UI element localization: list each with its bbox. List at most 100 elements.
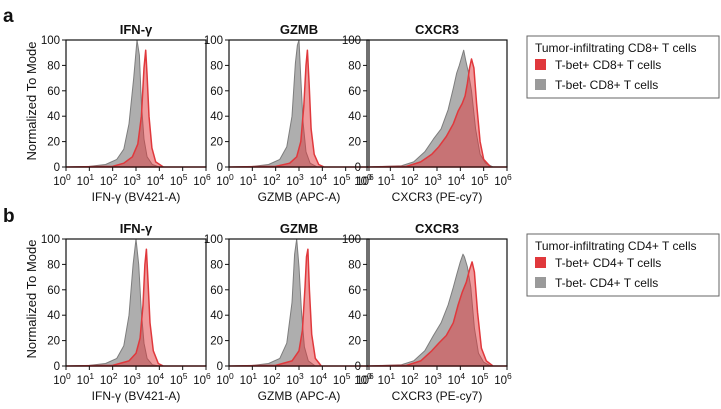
- series-area: [65, 49, 207, 168]
- histogram-b-2: GZMB 0 20 40 60 80 100 100 101 102 103 104 105 106 GZM…: [204, 221, 374, 403]
- x-tick-label: 106: [494, 371, 512, 387]
- x-tick-label: 103: [123, 371, 141, 387]
- x-tick-label: 106: [356, 371, 374, 387]
- x-tick-label: 102: [401, 371, 419, 387]
- x-tick-label: 104: [448, 172, 466, 188]
- y-tick-label: 100: [342, 234, 361, 246]
- y-tick-label: 60: [47, 86, 60, 98]
- x-tick-label: 103: [286, 172, 304, 188]
- histogram-b-3: CXCR3 0 20 40 60 80 100 100 101 102 103 104 105 106 CX…: [342, 221, 512, 403]
- legend-b: Tumor-infiltrating CD4+ T cells T-bet+ C…: [526, 233, 720, 297]
- x-tick-label: 103: [424, 172, 442, 188]
- histogram-b-1: IFN-γ 0 20 40 60 80 100 100 101 102 103 104 105 106 IF…: [41, 221, 211, 403]
- legend-label-tbet-pos: T-bet+ CD4+ T cells: [555, 256, 661, 270]
- legend-swatch-tbet-neg: [535, 79, 546, 90]
- y-tick-label: 60: [348, 285, 361, 297]
- y-tick-label: 20: [348, 137, 361, 149]
- chart-title: GZMB: [280, 221, 318, 236]
- chart-title: GZMB: [280, 22, 318, 37]
- y-tick-label: 100: [204, 234, 223, 246]
- legend-title: Tumor-infiltrating CD4+ T cells: [535, 239, 697, 253]
- panel-letter-a: a: [3, 6, 14, 27]
- x-axis-label: CXCR3 (PE-cy7): [392, 190, 483, 204]
- x-tick-label: 101: [77, 172, 95, 188]
- y-tick-label: 0: [217, 361, 223, 373]
- x-tick-label: 105: [471, 371, 489, 387]
- series-area: [366, 261, 508, 367]
- x-tick-label: 101: [378, 371, 396, 387]
- y-tick-label: 60: [210, 86, 223, 98]
- x-tick-label: 106: [193, 172, 211, 188]
- x-tick-label: 105: [333, 371, 351, 387]
- x-tick-label: 104: [448, 371, 466, 387]
- x-tick-label: 101: [77, 371, 95, 387]
- x-tick-label: 100: [216, 172, 234, 188]
- x-tick-label: 100: [216, 371, 234, 387]
- legend-swatch-tbet-neg: [535, 277, 546, 288]
- x-tick-label: 106: [356, 172, 374, 188]
- x-tick-label: 101: [378, 172, 396, 188]
- y-tick-label: 80: [210, 259, 223, 271]
- y-tick-label: 0: [54, 361, 60, 373]
- y-tick-label: 60: [47, 285, 60, 297]
- x-tick-label: 105: [170, 371, 188, 387]
- y-tick-label: 20: [210, 336, 223, 348]
- y-axis-title-b: Normalized To Mode: [24, 240, 39, 359]
- legend-label-tbet-neg: T-bet- CD8+ T cells: [555, 78, 658, 92]
- y-tick-label: 80: [348, 259, 361, 271]
- series-area: [228, 248, 370, 367]
- x-axis-label: GZMB (APC-A): [258, 389, 341, 403]
- y-tick-label: 100: [204, 35, 223, 47]
- x-tick-label: 100: [354, 172, 372, 188]
- x-tick-label: 102: [100, 172, 118, 188]
- legend-swatch-tbet-pos: [535, 257, 546, 268]
- legend-label-tbet-pos: T-bet+ CD8+ T cells: [555, 58, 661, 72]
- y-axis-title-a: Normalized To Mode: [24, 42, 39, 161]
- y-tick-label: 20: [47, 137, 60, 149]
- series-area: [65, 238, 207, 367]
- x-axis-label: IFN-γ (BV421-A): [92, 190, 181, 204]
- x-tick-label: 101: [240, 172, 258, 188]
- legend-label-tbet-neg: T-bet- CD4+ T cells: [555, 276, 658, 290]
- panel-letter-b: b: [3, 206, 15, 227]
- y-tick-label: 100: [41, 234, 60, 246]
- legend-title: Tumor-infiltrating CD8+ T cells: [535, 41, 697, 55]
- histogram-charts: IFN-γ 0 20 40 60 80 100 100 101 102 103 104 105 106 IF…: [41, 22, 512, 403]
- x-tick-label: 100: [53, 172, 71, 188]
- histogram-a-1: IFN-γ 0 20 40 60 80 100 100 101 102 103 104 105 106 IF…: [41, 22, 211, 204]
- x-tick-label: 106: [494, 172, 512, 188]
- y-tick-label: 40: [47, 310, 60, 322]
- y-tick-label: 40: [348, 111, 361, 123]
- chart-title: IFN-γ: [120, 22, 153, 37]
- x-tick-label: 102: [100, 371, 118, 387]
- x-tick-label: 105: [333, 172, 351, 188]
- y-tick-label: 40: [210, 111, 223, 123]
- x-tick-label: 101: [240, 371, 258, 387]
- x-tick-label: 103: [123, 172, 141, 188]
- y-tick-label: 100: [41, 35, 60, 47]
- legend-frame: [526, 35, 720, 99]
- x-tick-label: 102: [263, 172, 281, 188]
- y-tick-label: 20: [348, 336, 361, 348]
- y-tick-label: 60: [210, 285, 223, 297]
- x-tick-label: 103: [424, 371, 442, 387]
- chart-title: CXCR3: [415, 221, 459, 236]
- chart-title: CXCR3: [415, 22, 459, 37]
- series-area: [65, 248, 207, 367]
- x-tick-label: 104: [310, 371, 328, 387]
- y-tick-label: 40: [47, 111, 60, 123]
- x-tick-label: 104: [147, 371, 165, 387]
- y-tick-label: 80: [210, 60, 223, 72]
- y-tick-label: 60: [348, 86, 361, 98]
- x-axis-label: CXCR3 (PE-cy7): [392, 389, 483, 403]
- x-axis-label: GZMB (APC-A): [258, 190, 341, 204]
- x-tick-label: 102: [401, 172, 419, 188]
- y-tick-label: 20: [210, 137, 223, 149]
- x-tick-label: 100: [354, 371, 372, 387]
- y-tick-label: 0: [217, 162, 223, 174]
- legend-a: Tumor-infiltrating CD8+ T cells T-bet+ C…: [526, 35, 720, 99]
- histogram-a-3: CXCR3 0 20 40 60 80 100 100 101 102 103 104 105 106 CX…: [342, 22, 512, 204]
- y-tick-label: 40: [348, 310, 361, 322]
